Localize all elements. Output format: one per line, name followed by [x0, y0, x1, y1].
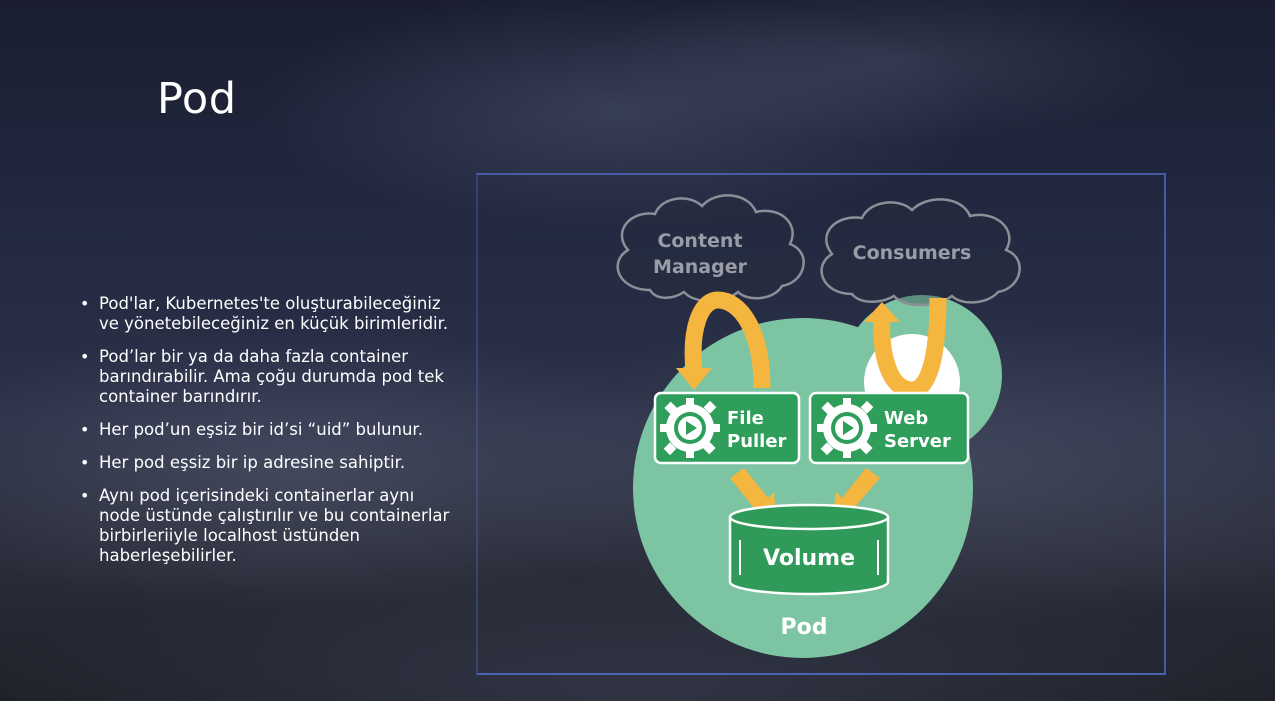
bullet-list: • Pod'lar, Kubernetes'te oluşturabileceği…: [78, 294, 458, 579]
diagram-frame: [476, 173, 1166, 675]
bullet-text: Her pod eşsiz bir ip adresine sahiptir.: [99, 453, 406, 472]
arrow-head: [864, 302, 900, 322]
arrow-head: [676, 368, 712, 390]
cloud-shape: [820, 198, 1021, 307]
container-right-line1: Web: [884, 408, 928, 429]
cloud-right-label: Consumers: [853, 242, 972, 264]
pod-label: Pod: [781, 615, 828, 640]
bullet-dot: •: [80, 347, 90, 366]
cloud-left-line2: Manager: [653, 256, 748, 278]
container-left-line2: Puller: [727, 431, 787, 452]
bullet-dot: •: [80, 486, 90, 505]
bullet-item: • Her pod’un eşsiz bir id’si “uid” bulunu…: [78, 420, 458, 440]
bullet-item: • Aynı pod içerisindeki containerlar aynı…: [78, 486, 458, 566]
arrow-server-to-consumers: [864, 297, 947, 399]
volume-label: Volume: [763, 546, 855, 571]
bullet-dot: •: [80, 420, 90, 439]
container-file-puller: File Puller: [653, 391, 801, 465]
bullet-dot: •: [80, 294, 90, 313]
bullet-text: Pod’lar bir ya da daha fazla container b…: [99, 347, 444, 406]
bullet-dot: •: [80, 453, 90, 472]
bullet-text: Pod'lar, Kubernetes'te oluşturabileceğin…: [99, 294, 449, 333]
gear-play-icon: [660, 398, 720, 458]
bullet-text: Aynı pod içerisindeki containerlar aynı …: [99, 486, 450, 565]
volume-cylinder: Volume: [728, 503, 890, 596]
gear-play-icon: [817, 398, 877, 458]
volume-top: [728, 503, 890, 531]
arrow-body: [873, 297, 947, 399]
slide-title: Pod: [157, 74, 237, 124]
bullet-item: • Pod'lar, Kubernetes'te oluşturabileceği…: [78, 294, 458, 334]
container-web-server: Web Server: [808, 391, 970, 465]
arrow-body: [684, 291, 771, 389]
arrow-content-to-puller: [676, 291, 771, 390]
cloud-left-line1: Content: [657, 230, 742, 252]
container-left-line1: File: [727, 408, 764, 429]
cloud-content-manager: Content Manager: [616, 194, 805, 303]
bullet-item: • Pod’lar bir ya da daha fazla container …: [78, 347, 458, 407]
volume-body: [728, 517, 890, 596]
cloud-consumers: Consumers: [820, 198, 1021, 307]
bullet-text: Her pod’un eşsiz bir id’si “uid” bulunur…: [99, 420, 423, 439]
container-right-line2: Server: [884, 431, 951, 452]
bullet-item: • Her pod eşsiz bir ip adresine sahiptir.: [78, 453, 458, 473]
